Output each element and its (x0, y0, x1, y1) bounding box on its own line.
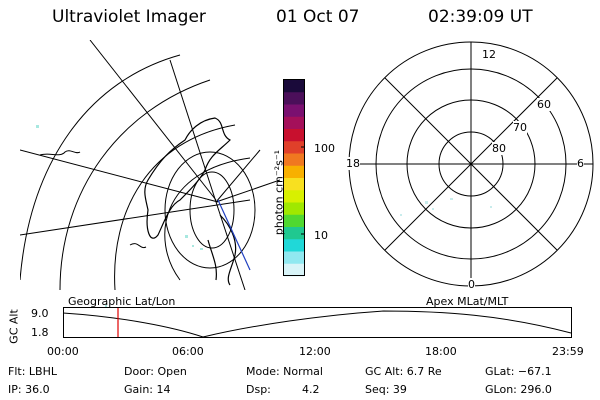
info-ip: IP: 36.0 (8, 383, 50, 396)
info-mode: Mode: Normal (246, 365, 323, 378)
colorbar-swatch (284, 141, 304, 154)
polar-plot (348, 41, 594, 287)
colorbar-swatch (284, 214, 304, 228)
mlt-label-12: 12 (482, 48, 496, 61)
info-door: Door: Open (124, 365, 187, 378)
colorbar-swatch (284, 263, 304, 277)
observation-date: 01 Oct 07 (276, 7, 360, 27)
instrument-title: Ultraviolet Imager (52, 7, 206, 27)
info-glat: GLat: −67.1 (485, 365, 552, 378)
gc-alt-axis-label: GC Alt (7, 309, 21, 344)
lat-label-80: 80 (492, 142, 506, 155)
time-tick-0600: 06:00 (172, 345, 204, 358)
colorbar-swatch (284, 202, 304, 216)
colorbar (283, 79, 305, 277)
time-tick-2359: 23:59 (552, 345, 584, 358)
colorbar-swatch (284, 227, 304, 240)
colorbar-swatch (284, 165, 304, 179)
apex-caption: Apex MLat/MLT (426, 295, 509, 308)
colorbar-tick-10: 10 (314, 229, 328, 242)
colorbar-swatch (284, 239, 304, 252)
geographic-map (20, 40, 280, 307)
lat-label-70: 70 (513, 121, 527, 134)
alt-tick-low: 1.8 (31, 326, 49, 339)
colorbar-tick-100: 100 (314, 142, 335, 155)
info-glon: GLon: 296.0 (485, 383, 552, 396)
geographic-caption: Geographic Lat/Lon (68, 295, 176, 308)
mlt-label-0: 0 (468, 278, 475, 291)
colorbar-swatch (284, 116, 304, 130)
info-flt: Flt: LBHL (8, 365, 57, 378)
colorbar-swatch (284, 129, 304, 142)
colorbar-swatch (284, 153, 304, 167)
time-tick-1200: 12:00 (299, 345, 331, 358)
info-dsp-label: Dsp: (246, 383, 271, 396)
colorbar-swatch (284, 92, 304, 105)
alt-tick-high: 9.0 (31, 307, 49, 320)
colorbar-swatch (284, 178, 304, 191)
mlt-label-6: 6 (577, 157, 584, 170)
time-tick-0000: 00:00 (47, 345, 79, 358)
info-dsp-value: 4.2 (302, 383, 320, 396)
colorbar-swatch (284, 80, 304, 93)
colorbar-unit-label: photon cm⁻²s⁻¹ (272, 149, 286, 236)
observation-time: 02:39:09 UT (428, 7, 533, 27)
colorbar-swatch (284, 190, 304, 203)
mlt-label-18: 18 (346, 157, 360, 170)
altitude-timeline (62, 307, 572, 338)
info-seq: Seq: 39 (365, 383, 407, 396)
colorbar-swatch (284, 104, 304, 118)
lat-label-60: 60 (537, 98, 551, 111)
info-gc-alt: GC Alt: 6.7 Re (365, 365, 442, 378)
colorbar-swatch (284, 251, 304, 265)
time-tick-1800: 18:00 (425, 345, 457, 358)
info-gain: Gain: 14 (124, 383, 171, 396)
